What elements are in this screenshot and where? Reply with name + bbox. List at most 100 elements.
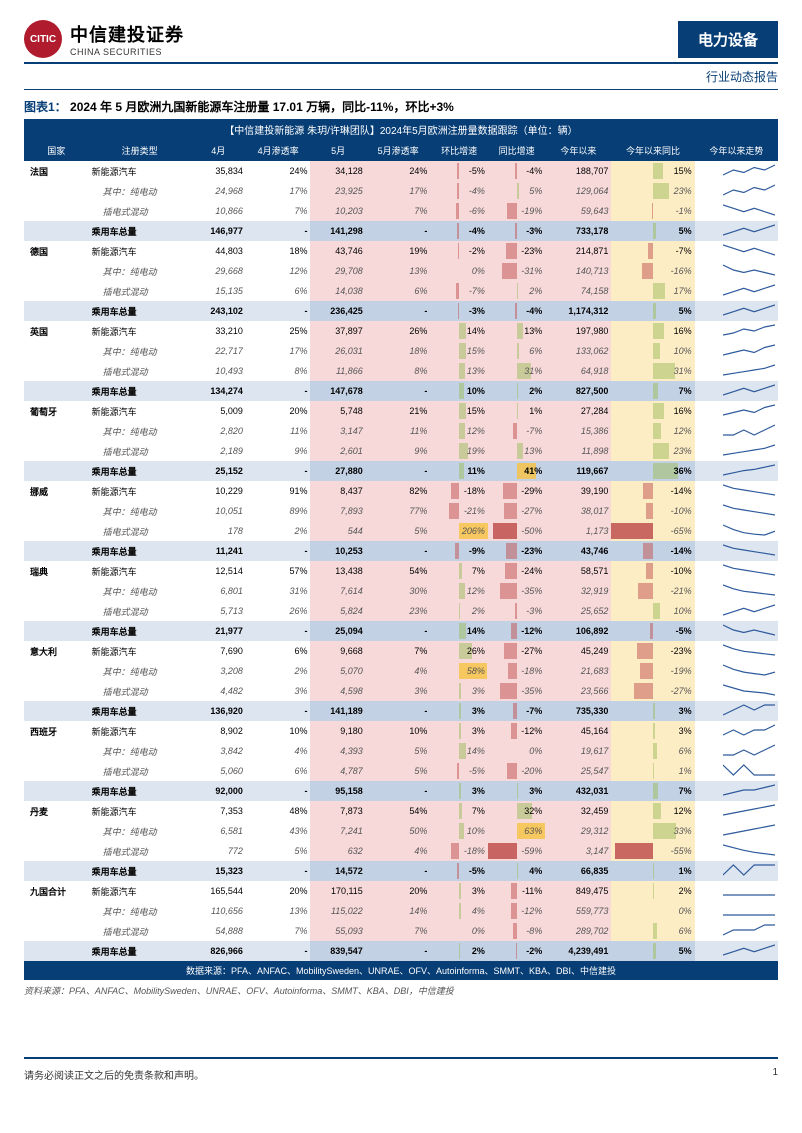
value-cell: -8%: [488, 921, 545, 941]
country-cell: 葡萄牙: [24, 401, 89, 421]
sparkline-cell: [695, 781, 778, 801]
value-cell: 新能源汽车: [89, 721, 191, 741]
value-cell: 17%: [611, 281, 694, 301]
value-cell: 4,598: [310, 681, 365, 701]
country-cell: [24, 661, 89, 681]
sparkline-cell: [695, 601, 778, 621]
value-cell: 9%: [246, 441, 311, 461]
value-cell: 432,031: [545, 781, 611, 801]
column-header: 今年以来: [545, 140, 611, 161]
value-cell: 10,866: [191, 201, 246, 221]
chart-label: 图表1：: [24, 100, 67, 114]
country-cell: 九国合计: [24, 881, 89, 901]
value-cell: 41%: [488, 461, 545, 481]
value-cell: 15,386: [545, 421, 611, 441]
country-cell: [24, 861, 89, 881]
value-cell: 15%: [611, 161, 694, 181]
value-cell: 新能源汽车: [89, 641, 191, 661]
country-cell: [24, 441, 89, 461]
value-cell: -5%: [430, 761, 487, 781]
value-cell: 544: [310, 521, 365, 541]
value-cell: -: [246, 301, 311, 321]
sparkline-cell: [695, 161, 778, 181]
value-cell: 6%: [246, 641, 311, 661]
country-cell: [24, 421, 89, 441]
table-row: 瑞典新能源汽车12,51457%13,43854%7%-24%58,571-10…: [24, 561, 778, 581]
column-header: 同比增速: [488, 140, 545, 161]
value-cell: 25,152: [191, 461, 246, 481]
value-cell: 7%: [611, 381, 694, 401]
page-header: CITIC 中信建投证券 CHINA SECURITIES 电力设备: [24, 20, 778, 64]
table-row: 其中：纯电动29,66812%29,70813%0%-31%140,713-16…: [24, 261, 778, 281]
value-cell: -: [366, 781, 431, 801]
sparkline-cell: [695, 241, 778, 261]
value-cell: 57%: [246, 561, 311, 581]
value-cell: -21%: [611, 581, 694, 601]
value-cell: 乘用车总量: [89, 781, 191, 801]
value-cell: 129,064: [545, 181, 611, 201]
country-cell: [24, 921, 89, 941]
value-cell: -: [366, 301, 431, 321]
value-cell: -18%: [430, 841, 487, 861]
value-cell: 1%: [488, 401, 545, 421]
table-row: 插电式混动15,1356%14,0386%-7%2%74,15817%: [24, 281, 778, 301]
value-cell: -21%: [430, 501, 487, 521]
value-cell: -9%: [430, 541, 487, 561]
value-cell: 13%: [488, 321, 545, 341]
value-cell: 7,353: [191, 801, 246, 821]
value-cell: 4,393: [310, 741, 365, 761]
value-cell: 236,425: [310, 301, 365, 321]
value-cell: 0%: [430, 261, 487, 281]
value-cell: 7%: [611, 781, 694, 801]
value-cell: -: [246, 701, 311, 721]
value-cell: -12%: [488, 621, 545, 641]
value-cell: -50%: [488, 521, 545, 541]
value-cell: 91%: [246, 481, 311, 501]
country-cell: [24, 841, 89, 861]
value-cell: -27%: [488, 501, 545, 521]
sparkline-cell: [695, 441, 778, 461]
value-cell: 13%: [488, 441, 545, 461]
value-cell: 乘用车总量: [89, 461, 191, 481]
country-cell: [24, 541, 89, 561]
value-cell: 827,500: [545, 381, 611, 401]
value-cell: 5%: [246, 841, 311, 861]
value-cell: 5%: [611, 221, 694, 241]
table-row: 九国合计新能源汽车165,54420%170,11520%3%-11%849,4…: [24, 881, 778, 901]
value-cell: 826,966: [191, 941, 246, 961]
value-cell: 7,690: [191, 641, 246, 661]
value-cell: 7%: [366, 921, 431, 941]
value-cell: 27,880: [310, 461, 365, 481]
value-cell: 23%: [611, 181, 694, 201]
value-cell: 25,652: [545, 601, 611, 621]
value-cell: 新能源汽车: [89, 241, 191, 261]
value-cell: 12,514: [191, 561, 246, 581]
value-cell: 24%: [246, 161, 311, 181]
value-cell: 772: [191, 841, 246, 861]
footer-page: 1: [772, 1067, 778, 1082]
value-cell: -4%: [488, 301, 545, 321]
table-row: 乘用车总量243,102-236,425--3%-4%1,174,3125%: [24, 301, 778, 321]
sparkline-cell: [695, 261, 778, 281]
value-cell: 110,656: [191, 901, 246, 921]
value-cell: 2,820: [191, 421, 246, 441]
sparkline-cell: [695, 181, 778, 201]
value-cell: 7%: [430, 561, 487, 581]
value-cell: 新能源汽车: [89, 881, 191, 901]
country-cell: 瑞典: [24, 561, 89, 581]
value-cell: 134,274: [191, 381, 246, 401]
value-cell: -18%: [430, 481, 487, 501]
sparkline-cell: [695, 881, 778, 901]
value-cell: 其中：纯电动: [89, 581, 191, 601]
value-cell: 559,773: [545, 901, 611, 921]
value-cell: 141,189: [310, 701, 365, 721]
table-row: 其中：纯电动2,82011%3,14711%12%-7%15,38612%: [24, 421, 778, 441]
value-cell: 5,009: [191, 401, 246, 421]
table-row: 插电式混动5,0606%4,7875%-5%-20%25,5471%: [24, 761, 778, 781]
value-cell: 10%: [246, 721, 311, 741]
value-cell: 44,803: [191, 241, 246, 261]
table-row: 插电式混动1782%5445%206%-50%1,173-65%: [24, 521, 778, 541]
value-cell: 18%: [246, 241, 311, 261]
value-cell: 2%: [488, 281, 545, 301]
country-cell: [24, 201, 89, 221]
